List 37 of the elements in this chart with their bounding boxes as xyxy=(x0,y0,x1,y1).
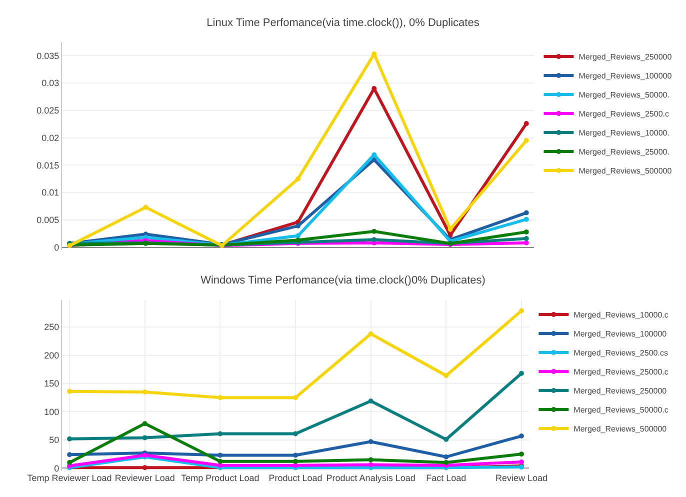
x-tick-label: Reviewer Load xyxy=(114,473,175,483)
y-tick-label: 0.035 xyxy=(36,50,60,61)
legend-label: Merged_Reviews_25000. xyxy=(578,148,670,157)
y-tick-label: 0.03 xyxy=(42,78,60,88)
x-tick-label: Temp Product Load xyxy=(181,473,260,483)
legend-label: Merged_Reviews_500000 xyxy=(574,424,668,434)
x-tick-label: Temp Reviewer Load xyxy=(27,473,112,483)
legend-label: Merged_Reviews_250000 xyxy=(578,52,672,62)
y-tick-label: 0 xyxy=(54,463,60,474)
chart-title: Linux Time Perfomance(via time.clock()), 0% Duplicates xyxy=(206,17,480,30)
legend-label: Merged_Reviews_2500.c xyxy=(578,110,669,119)
y-tick-label: 0.005 xyxy=(36,215,60,226)
y-tick-label: 50 xyxy=(49,435,60,446)
y-tick-label: 0.02 xyxy=(42,132,60,143)
y-tick-label: 200 xyxy=(44,350,60,360)
legend-label: Merged_Reviews_2500.cs xyxy=(574,348,668,358)
legend-label: Merged_Reviews_100000 xyxy=(578,72,672,81)
y-tick-label: 0.015 xyxy=(36,160,60,170)
legend-label: Merged_Reviews_50000.c xyxy=(574,406,668,415)
legend-label: Merged_Reviews_50000. xyxy=(578,90,670,100)
x-tick-label: Product Load xyxy=(268,473,322,483)
legend-label: Merged_Reviews_250000 xyxy=(574,386,668,396)
x-tick-label: Review Load xyxy=(495,473,548,483)
y-tick-label: 150 xyxy=(44,378,60,389)
y-tick-label: 100 xyxy=(44,406,60,417)
legend-label: Merged_Reviews_10000. xyxy=(578,128,670,138)
legend-label: Merged_Reviews_500000 xyxy=(578,166,672,176)
y-tick-label: 0.01 xyxy=(42,188,60,198)
legend-label: Merged_Reviews_10000.c xyxy=(574,310,668,320)
legend-label: Merged_Reviews_100000 xyxy=(574,330,668,339)
x-tick-label: Fact Load xyxy=(426,473,466,483)
y-tick-label: 0.025 xyxy=(36,106,60,116)
y-tick-label: 250 xyxy=(44,322,60,332)
x-tick-label: Product Analysis Load xyxy=(326,473,416,483)
y-tick-label: 0 xyxy=(54,242,60,252)
legend-label: Merged_Reviews_25000.c xyxy=(574,368,668,377)
chart-title: Windows Time Perfomance(via time.clock()0% Duplicates) xyxy=(200,274,486,287)
